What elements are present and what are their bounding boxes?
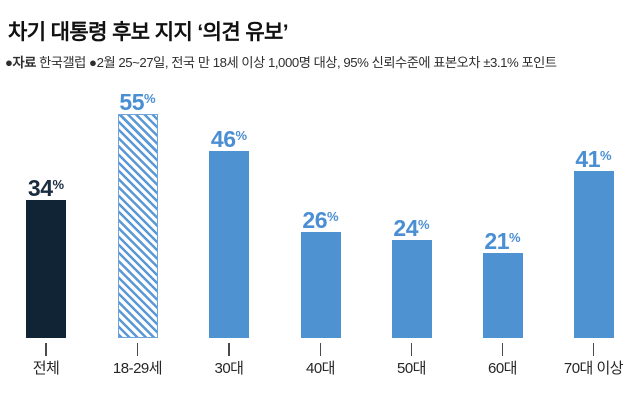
bar-value-label: 41%	[548, 143, 640, 172]
bar-value-number: 46	[210, 126, 236, 152]
category-label: 30대	[214, 360, 245, 377]
bar-value-label: 24%	[366, 212, 458, 241]
bar	[573, 171, 614, 338]
bar-value-label: 55%	[92, 86, 184, 115]
axis-tick	[228, 343, 230, 356]
bar	[300, 232, 341, 338]
category-label: 40대	[306, 360, 336, 377]
bar-value-number: 26	[302, 207, 328, 233]
axis-tick	[592, 343, 595, 356]
percent-sign: %	[52, 177, 65, 192]
bar	[26, 200, 66, 338]
bar-value-number: 34	[27, 175, 53, 201]
axis-tick	[319, 343, 322, 356]
source-note: ●자료 한국갤럽 ●2월 25~27일, 전국 만 18세 이상 1,000명 …	[5, 54, 557, 71]
percent-sign: %	[327, 209, 339, 224]
axis-tick	[136, 343, 139, 356]
bar-value-label: 26%	[275, 204, 367, 233]
axis-tick	[45, 343, 47, 356]
category-label: 70대 이상	[563, 360, 624, 377]
category-label: 50대	[397, 360, 427, 377]
axis-tick	[410, 343, 413, 356]
bar-value-label: 34%	[0, 172, 92, 201]
source-label: ●자료	[5, 55, 36, 70]
bar-value-number: 55	[119, 89, 145, 115]
bar-value-label: 46%	[183, 123, 275, 152]
bar	[391, 240, 432, 338]
category-label: 60대	[488, 360, 518, 377]
bar	[117, 114, 158, 338]
category-label: 전체	[32, 360, 60, 377]
bar	[209, 151, 249, 338]
bar-value-number: 21	[484, 228, 510, 254]
percent-sign: %	[235, 128, 248, 143]
bar	[482, 253, 523, 338]
category-label: 18-29세	[112, 360, 163, 377]
bar-value-label: 21%	[457, 225, 549, 254]
bar-value-number: 24	[393, 215, 419, 241]
percent-sign: %	[509, 230, 521, 245]
axis-tick	[501, 343, 504, 356]
source-text: 한국갤럽 ●2월 25~27일, 전국 만 18세 이상 1,000명 대상, …	[35, 55, 557, 70]
percent-sign: %	[144, 91, 156, 106]
chart-title: 차기 대통령 후보 지지 ‘의견 유보’	[8, 21, 289, 44]
percent-sign: %	[418, 217, 430, 232]
bar-value-number: 41	[575, 146, 601, 172]
percent-sign: %	[600, 148, 612, 163]
